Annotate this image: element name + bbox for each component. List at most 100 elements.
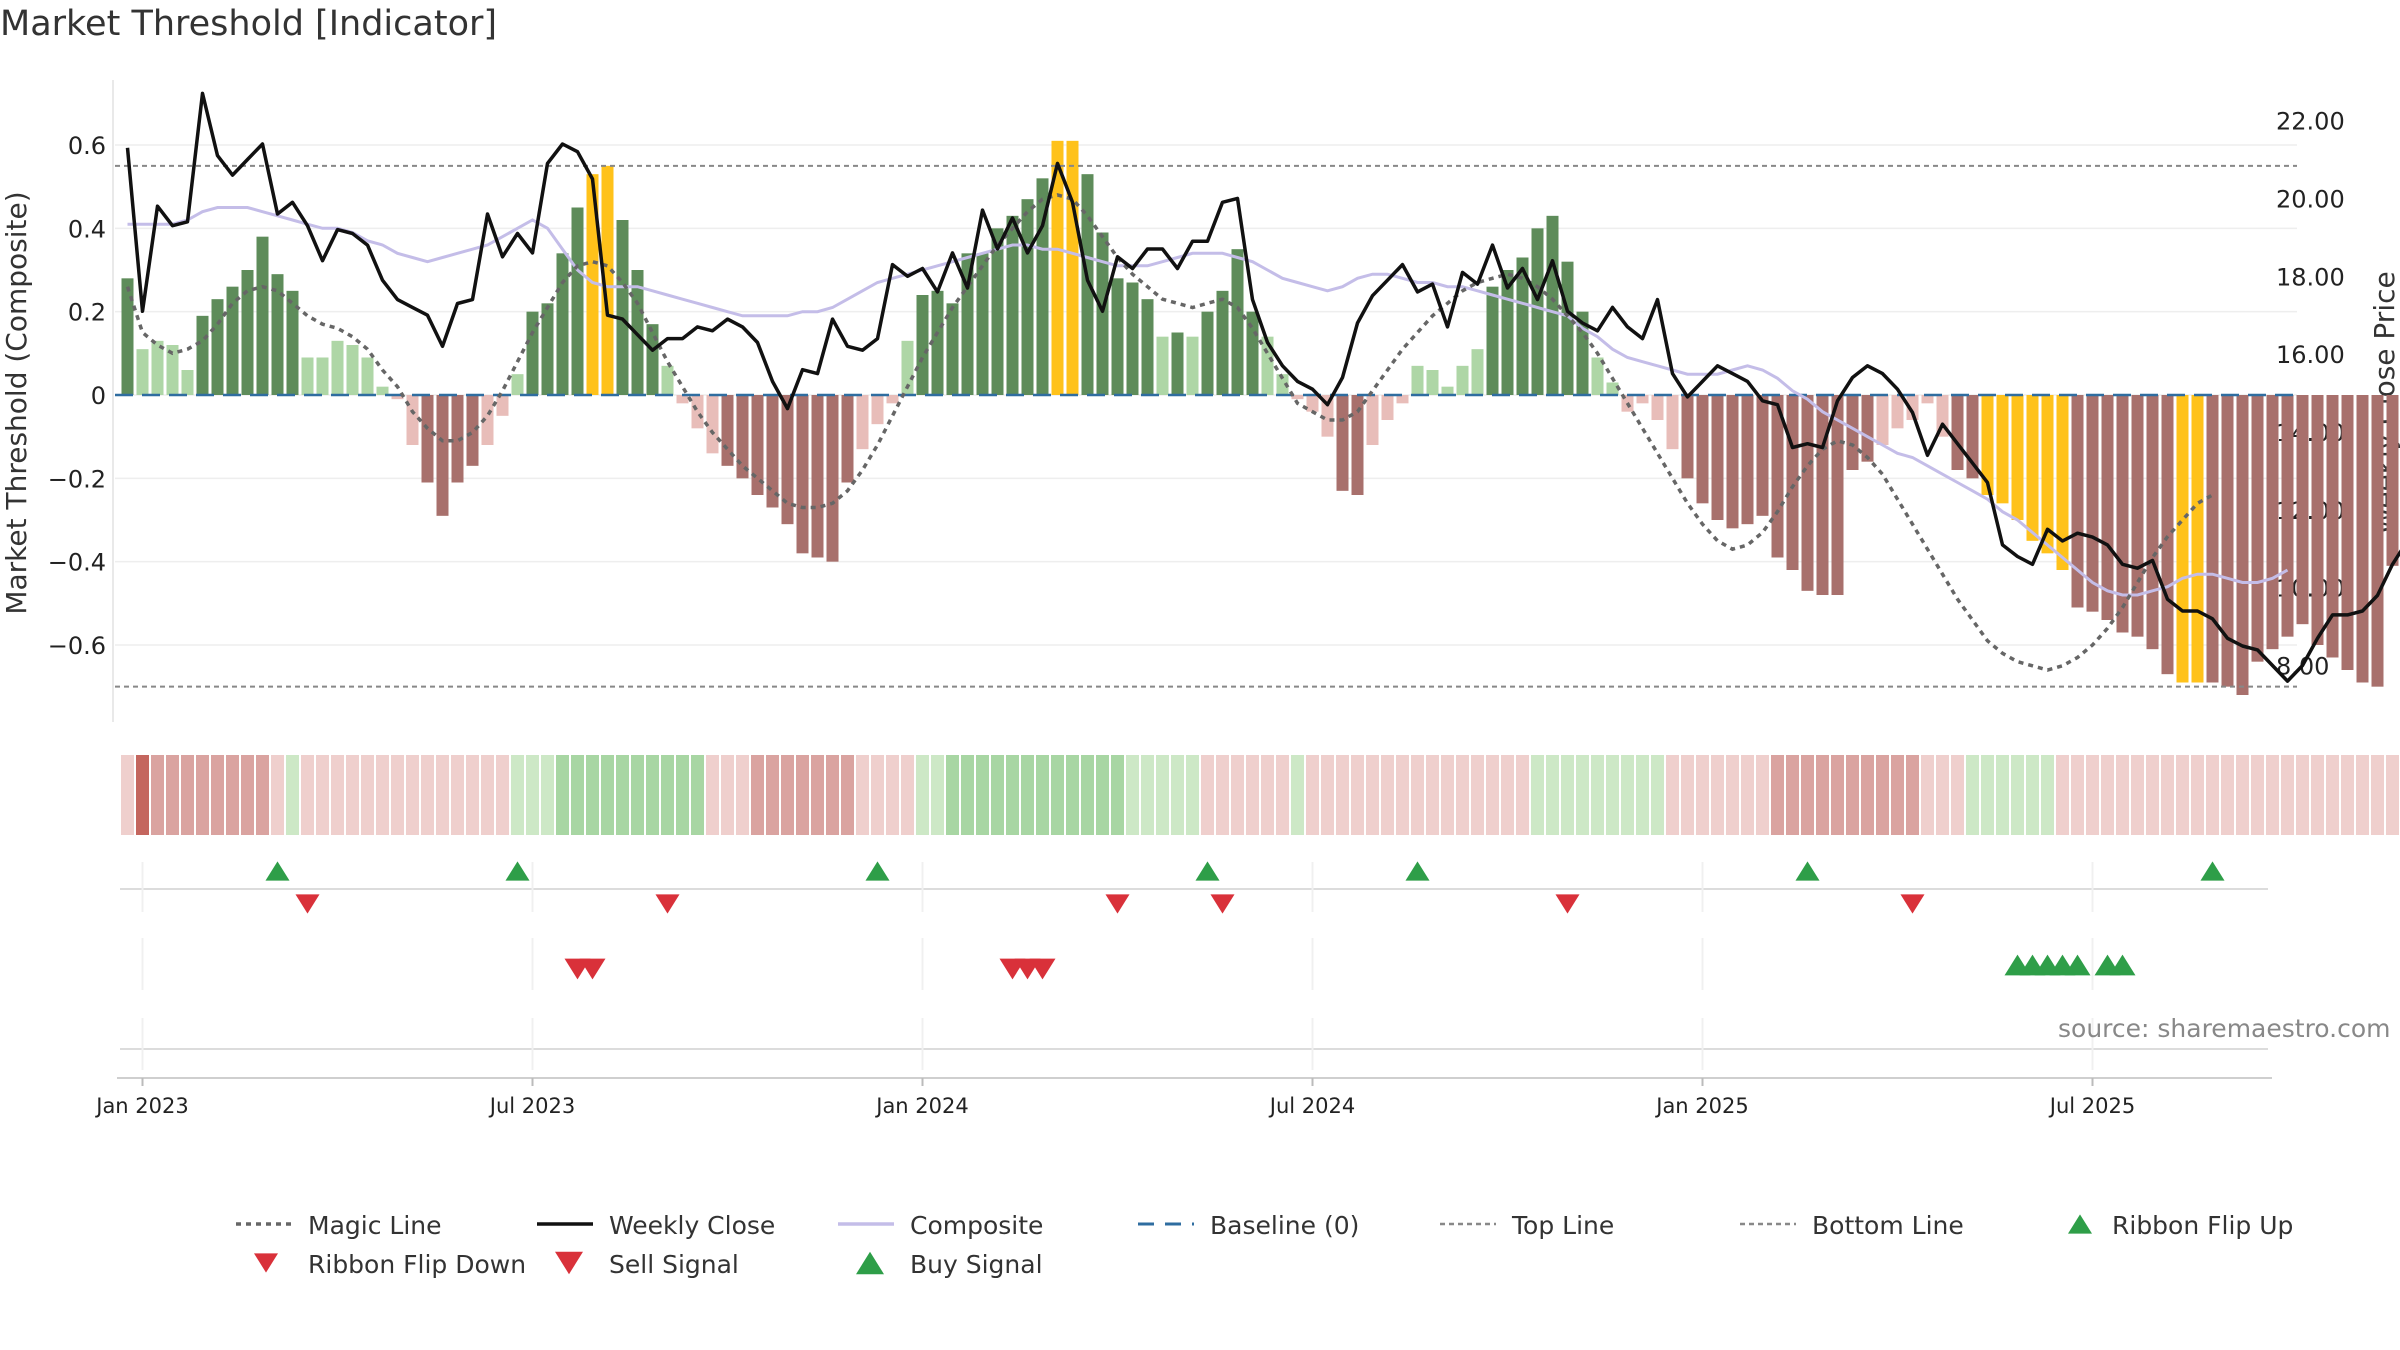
ribbon-cell [1876, 755, 1889, 835]
ribbon-cell [631, 755, 644, 835]
threshold-bar [1021, 199, 1034, 395]
ribbon-cell [511, 755, 524, 835]
threshold-bar [811, 395, 824, 558]
legend-label: Baseline (0) [1210, 1211, 1359, 1240]
threshold-bar [886, 395, 899, 404]
threshold-bar [466, 395, 479, 466]
ribbon-cell [481, 755, 494, 835]
ribbon-cell [1396, 755, 1409, 835]
ribbon-cell [1951, 755, 1964, 835]
threshold-bar [541, 303, 554, 395]
ribbon-cell [2341, 755, 2354, 835]
ribbon-cell [1216, 755, 1229, 835]
ribbon-cell [616, 755, 629, 835]
y-axis-label-left: Market Threshold (Composite) [0, 191, 33, 614]
ribbon-cell [646, 755, 659, 835]
ribbon-cell [1786, 755, 1799, 835]
ribbon-cell [286, 755, 299, 835]
threshold-bar [406, 395, 419, 445]
ribbon-cell [721, 755, 734, 835]
y-tick-left: 0 [91, 382, 106, 410]
threshold-bar [1471, 349, 1484, 395]
threshold-bar [1186, 336, 1199, 395]
ribbon-cell [2386, 755, 2399, 835]
ribbon-flip-down-marker [1210, 894, 1235, 914]
ribbon-cell [421, 755, 434, 835]
x-tick-label: Jul 2025 [2048, 1094, 2135, 1118]
ribbon-cell [1696, 755, 1709, 835]
ribbon-cell [2281, 755, 2294, 835]
y-tick-left: 0.2 [68, 299, 106, 327]
threshold-bar [241, 270, 254, 395]
x-tick-label: Jul 2023 [488, 1094, 575, 1118]
threshold-bar [2386, 395, 2399, 566]
threshold-bar [2206, 395, 2219, 683]
ribbon-cell [1936, 755, 1949, 835]
ribbon-cell [121, 755, 134, 835]
ribbon-cell [1051, 755, 1064, 835]
ribbon-cell [376, 755, 389, 835]
legend-label: Top Line [1511, 1211, 1614, 1240]
threshold-bar [766, 395, 779, 508]
ribbon-cell [886, 755, 899, 835]
ribbon-cell [391, 755, 404, 835]
ribbon-cell [1561, 755, 1574, 835]
ribbon-cell [466, 755, 479, 835]
ribbon-cell [166, 755, 179, 835]
ribbon-cell [1261, 755, 1274, 835]
threshold-bar [1066, 140, 1079, 395]
ribbon-cell [1006, 755, 1019, 835]
threshold-bar [2326, 395, 2339, 658]
ribbon-cell [2356, 755, 2369, 835]
ribbon-flip-up-marker [1405, 861, 1430, 881]
legend-label: Composite [910, 1211, 1043, 1240]
ribbon-cell [1171, 755, 1184, 835]
threshold-bar [2041, 395, 2054, 554]
ribbon-cell [1291, 755, 1304, 835]
ribbon-cell [736, 755, 749, 835]
threshold-bar [1606, 382, 1619, 395]
ribbon-flip-up-marker [2200, 861, 2225, 881]
ribbon-cell [436, 755, 449, 835]
threshold-bar [1396, 395, 1409, 404]
ribbon-cell [1771, 755, 1784, 835]
threshold-bar [391, 395, 404, 400]
ribbon-cell [1831, 755, 1844, 835]
ribbon-cell [961, 755, 974, 835]
threshold-bar [1876, 395, 1889, 445]
legend-label: Weekly Close [609, 1211, 775, 1240]
ribbon-cell [2191, 755, 2204, 835]
ribbon-cell [1441, 755, 1454, 835]
ribbon-cell [601, 755, 614, 835]
threshold-bar [1636, 395, 1649, 404]
ribbon-cell [826, 755, 839, 835]
threshold-bar [1711, 395, 1724, 520]
threshold-bar [571, 207, 584, 395]
ribbon-cell [271, 755, 284, 835]
ribbon-cell [151, 755, 164, 835]
threshold-bar [2131, 395, 2144, 637]
ribbon-cell [1426, 755, 1439, 835]
threshold-bar [2311, 395, 2324, 645]
threshold-bar [1276, 374, 1289, 395]
ribbon-cell [2251, 755, 2264, 835]
threshold-bar [1441, 386, 1454, 395]
threshold-bar [211, 299, 224, 395]
threshold-bar [1336, 395, 1349, 491]
ribbon-cell [1756, 755, 1769, 835]
threshold-bar [1921, 395, 1934, 404]
threshold-bar [1426, 370, 1439, 395]
x-tick-label: Jul 2024 [1268, 1094, 1355, 1118]
ribbon-cell [991, 755, 1004, 835]
ribbon-flip-down-marker [1900, 894, 1925, 914]
ribbon-cell [1186, 755, 1199, 835]
ribbon-cell [1516, 755, 1529, 835]
ribbon-cell [1591, 755, 1604, 835]
threshold-bar [1321, 395, 1334, 437]
ribbon-cell [571, 755, 584, 835]
ribbon-cell [2071, 755, 2084, 835]
threshold-bar [2296, 395, 2309, 625]
threshold-bar [2251, 395, 2264, 662]
ribbon-cell [676, 755, 689, 835]
